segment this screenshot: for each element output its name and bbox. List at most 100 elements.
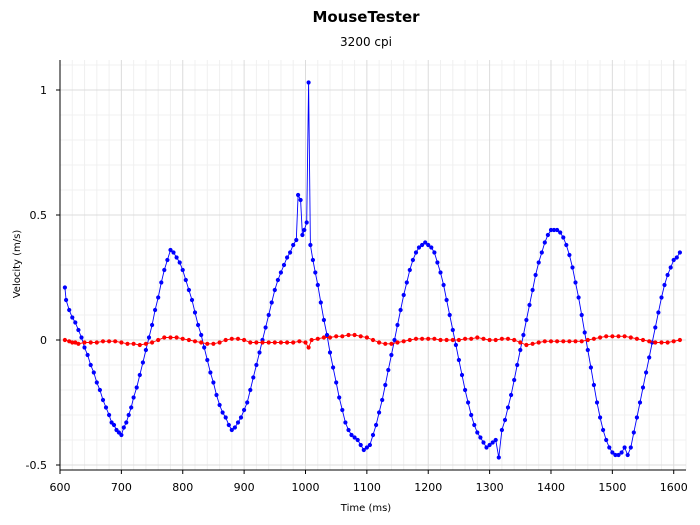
- data-point: [487, 442, 492, 448]
- data-point: [156, 337, 161, 343]
- data-point: [263, 325, 268, 330]
- data-point: [137, 372, 142, 378]
- data-point: [598, 335, 603, 340]
- data-point: [502, 417, 508, 423]
- data-point: [493, 337, 498, 343]
- data-point: [395, 340, 400, 345]
- data-point: [512, 377, 517, 383]
- x-tick-label: 1100: [353, 481, 381, 494]
- data-point: [478, 435, 483, 440]
- data-point: [377, 410, 382, 415]
- chart-subtitle: 3200 cpi: [340, 35, 392, 49]
- data-point: [285, 340, 290, 345]
- data-point: [677, 337, 683, 343]
- data-point: [358, 334, 363, 339]
- data-point: [370, 432, 376, 438]
- x-tick-label: 800: [172, 481, 193, 494]
- data-point: [398, 307, 403, 313]
- data-point: [346, 427, 351, 433]
- data-point: [364, 445, 369, 450]
- data-point: [186, 337, 191, 343]
- data-point: [196, 322, 201, 328]
- data-point: [100, 339, 106, 344]
- data-point: [619, 450, 624, 455]
- data-point: [189, 297, 195, 303]
- data-point: [223, 337, 228, 343]
- data-point: [438, 337, 443, 343]
- data-point: [518, 347, 523, 353]
- data-point: [257, 350, 262, 355]
- data-point: [370, 337, 376, 343]
- data-point: [119, 340, 124, 345]
- data-point: [309, 337, 314, 343]
- data-point: [499, 427, 504, 433]
- data-point: [524, 342, 529, 348]
- data-point: [395, 322, 400, 328]
- data-point: [505, 405, 511, 410]
- data-point: [515, 362, 520, 368]
- data-point: [539, 250, 544, 255]
- data-point: [582, 330, 587, 335]
- data-point: [269, 300, 274, 305]
- data-point: [530, 287, 535, 293]
- data-point: [640, 337, 646, 343]
- data-point: [542, 339, 547, 344]
- data-point: [266, 340, 271, 345]
- series-layer: [62, 80, 683, 460]
- data-point: [300, 232, 305, 238]
- data-point: [579, 312, 584, 318]
- data-point: [150, 322, 155, 328]
- data-point: [111, 422, 117, 428]
- x-tick-label: 700: [111, 481, 132, 494]
- data-point: [420, 242, 425, 248]
- data-point: [346, 332, 351, 338]
- data-point: [512, 337, 517, 343]
- data-point: [343, 420, 348, 425]
- data-point: [383, 382, 388, 388]
- data-point: [223, 415, 228, 420]
- data-point: [129, 405, 134, 410]
- data-point: [389, 352, 394, 358]
- data-point: [334, 380, 339, 385]
- data-point: [637, 400, 643, 405]
- data-point: [536, 340, 541, 345]
- x-tick-label: 1300: [476, 481, 504, 494]
- data-point: [481, 336, 486, 341]
- grid: [59, 60, 687, 470]
- series-2: [62, 332, 683, 350]
- data-point: [349, 432, 354, 438]
- data-point: [533, 272, 538, 278]
- data-point: [361, 447, 366, 453]
- data-point: [450, 327, 455, 333]
- x-tick-label: 600: [50, 481, 71, 494]
- data-point: [530, 341, 535, 346]
- data-point: [119, 432, 124, 438]
- data-point: [588, 365, 594, 370]
- data-point: [278, 340, 283, 345]
- data-point: [469, 412, 474, 418]
- data-point: [453, 342, 458, 348]
- data-point: [285, 255, 290, 260]
- data-point: [220, 410, 225, 415]
- data-point: [567, 339, 572, 344]
- data-point: [159, 280, 164, 285]
- data-point: [364, 335, 369, 340]
- data-point: [484, 445, 489, 450]
- data-point: [91, 370, 96, 375]
- y-tick-label: 0: [40, 334, 47, 347]
- data-point: [521, 332, 526, 338]
- data-point: [622, 334, 627, 339]
- x-axis-label: Time (ms): [340, 503, 392, 514]
- data-point: [199, 340, 204, 345]
- data-point: [291, 340, 296, 345]
- data-point: [671, 257, 676, 263]
- data-point: [386, 367, 391, 373]
- data-point: [463, 387, 468, 393]
- data-point: [463, 336, 468, 341]
- data-point: [374, 422, 379, 428]
- data-point: [561, 339, 566, 344]
- data-point: [671, 339, 676, 344]
- data-point: [377, 340, 382, 345]
- data-point: [392, 337, 397, 343]
- data-point: [121, 425, 126, 430]
